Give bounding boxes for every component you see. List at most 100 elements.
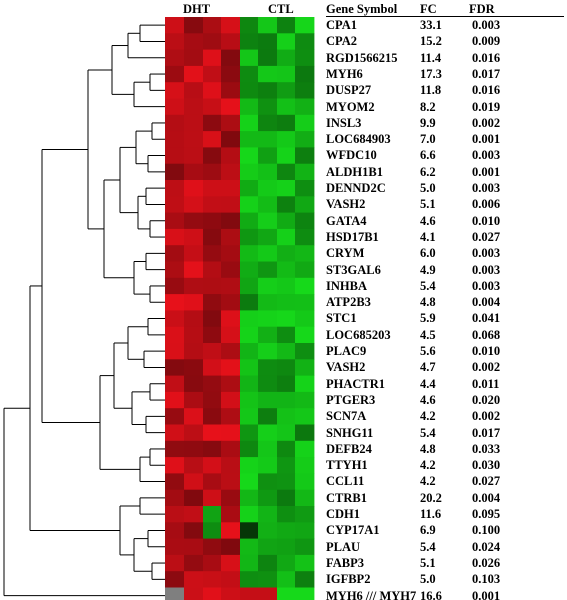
fold-change-value: 17.3	[420, 66, 442, 81]
heatmap-cell	[277, 506, 296, 523]
heatmap-cell	[258, 375, 278, 393]
heatmap-cell	[165, 554, 185, 572]
fdr-value: 0.041	[472, 311, 501, 326]
gene-symbol: MYOM2	[326, 99, 375, 114]
heatmap-cell	[295, 343, 315, 360]
fdr-value: 0.100	[472, 523, 501, 538]
fold-change-value: 11.4	[420, 50, 442, 65]
heatmap-cell	[258, 196, 278, 213]
heatmap-cell	[295, 147, 315, 165]
gene-row: PHACTR1 4.4 0.011	[326, 376, 556, 392]
heatmap-cell	[221, 33, 241, 50]
gene-symbol: SNHG11	[326, 425, 374, 440]
heatmap-cell	[295, 17, 315, 34]
fdr-value: 0.002	[472, 360, 501, 375]
heatmap-cell	[221, 538, 241, 556]
heatmap-cell	[221, 114, 241, 132]
fold-change-value: 16.6	[420, 588, 442, 600]
gene-row: DENND2C 5.0 0.003	[326, 180, 556, 196]
heatmap-cell	[221, 571, 241, 588]
heatmap-cell	[184, 359, 204, 376]
heatmap-cell	[165, 33, 185, 50]
gene-row: CDH1 11.6 0.095	[326, 506, 556, 522]
heatmap-cell	[295, 391, 315, 409]
gene-symbol: ST3GAL6	[326, 262, 381, 277]
heatmap-cell	[203, 163, 222, 181]
heatmap-cell	[203, 228, 222, 246]
heatmap-cell	[277, 473, 296, 491]
fdr-value: 0.068	[472, 327, 501, 342]
heatmap-cell	[165, 277, 185, 295]
heatmap-cell	[221, 82, 241, 99]
heatmap-cell	[203, 261, 222, 279]
heatmap-cell	[221, 277, 241, 295]
fdr-value: 0.030	[472, 458, 501, 473]
fdr-value: 0.003	[472, 262, 501, 277]
fold-change-value: 11.8	[420, 83, 442, 98]
fold-change-value: 4.8	[420, 441, 436, 456]
heatmap-cell	[240, 131, 259, 148]
heatmap-cell	[295, 33, 315, 50]
heatmap-cell	[277, 196, 296, 213]
fold-change-value: 5.0	[420, 181, 436, 195]
heatmap-cell	[295, 294, 315, 311]
heatmap-cell	[258, 424, 278, 442]
gene-row: WFDC10 6.6 0.003	[326, 147, 556, 163]
gene-row: DEFB24 4.8 0.033	[326, 441, 556, 457]
heatmap-cell	[277, 261, 296, 279]
heatmap-cell	[277, 294, 296, 311]
fold-change-value: 4.5	[420, 327, 436, 342]
heatmap-cell	[203, 571, 222, 588]
gene-symbol: RGD1566215	[326, 50, 398, 65]
heatmap-cell	[277, 424, 296, 442]
heatmap-cell	[184, 261, 204, 279]
heatmap-cell	[295, 522, 315, 539]
heatmap-cell	[203, 131, 222, 148]
heatmap-cell	[277, 457, 296, 474]
gene-row: CPA2 15.2 0.009	[326, 33, 556, 49]
fdr-value: 0.017	[472, 66, 501, 81]
heatmap-cell	[277, 131, 296, 148]
gene-symbol: STC1	[326, 311, 357, 326]
heatmap-cell	[277, 310, 296, 328]
gene-row: FABP3 5.1 0.026	[326, 555, 556, 571]
heatmap-cell	[240, 277, 259, 295]
heatmap-cell	[221, 375, 241, 393]
heatmap-cell	[258, 391, 278, 409]
heatmap-cell	[277, 440, 296, 458]
heatmap-cell	[203, 180, 222, 197]
heatmap-cell	[165, 228, 185, 246]
heatmap-cell	[277, 554, 296, 572]
fold-change-value: 5.4	[420, 278, 436, 293]
fold-change-value: 9.9	[420, 115, 436, 130]
heatmap-cell	[295, 180, 315, 197]
heatmap-cell	[165, 375, 185, 393]
heatmap-cell	[295, 440, 315, 458]
heatmap-cell	[277, 587, 296, 600]
heatmap-cell	[203, 212, 222, 230]
fdr-value: 0.095	[472, 507, 501, 521]
fold-change-value: 5.4	[420, 425, 436, 440]
gene-symbol: CYP17A1	[326, 523, 380, 538]
heatmap-cell	[203, 343, 222, 360]
gene-symbol: HSD17B1	[326, 229, 379, 244]
fold-change-value: 5.1	[420, 197, 436, 212]
fdr-value: 0.002	[472, 115, 501, 130]
heatmap-cell	[240, 571, 259, 588]
heatmap-cell	[258, 489, 278, 507]
fold-change-value: 5.0	[420, 572, 436, 587]
heatmap-cell	[165, 538, 185, 556]
heatmap-cell	[277, 408, 296, 425]
heatmap-cell	[258, 310, 278, 328]
fold-change-header: FC	[420, 2, 437, 16]
gene-row: ALDH1B1 6.2 0.001	[326, 164, 556, 180]
heatmap-cell	[295, 375, 315, 393]
heatmap-cell	[165, 212, 185, 230]
heatmap-cell	[277, 163, 296, 181]
heatmap-cell	[295, 310, 315, 328]
fold-change-value: 5.9	[420, 311, 436, 326]
fdr-value: 0.020	[472, 392, 501, 407]
heatmap-cell	[165, 440, 185, 458]
fdr-value: 0.027	[472, 474, 501, 489]
heatmap-cell	[165, 391, 185, 409]
